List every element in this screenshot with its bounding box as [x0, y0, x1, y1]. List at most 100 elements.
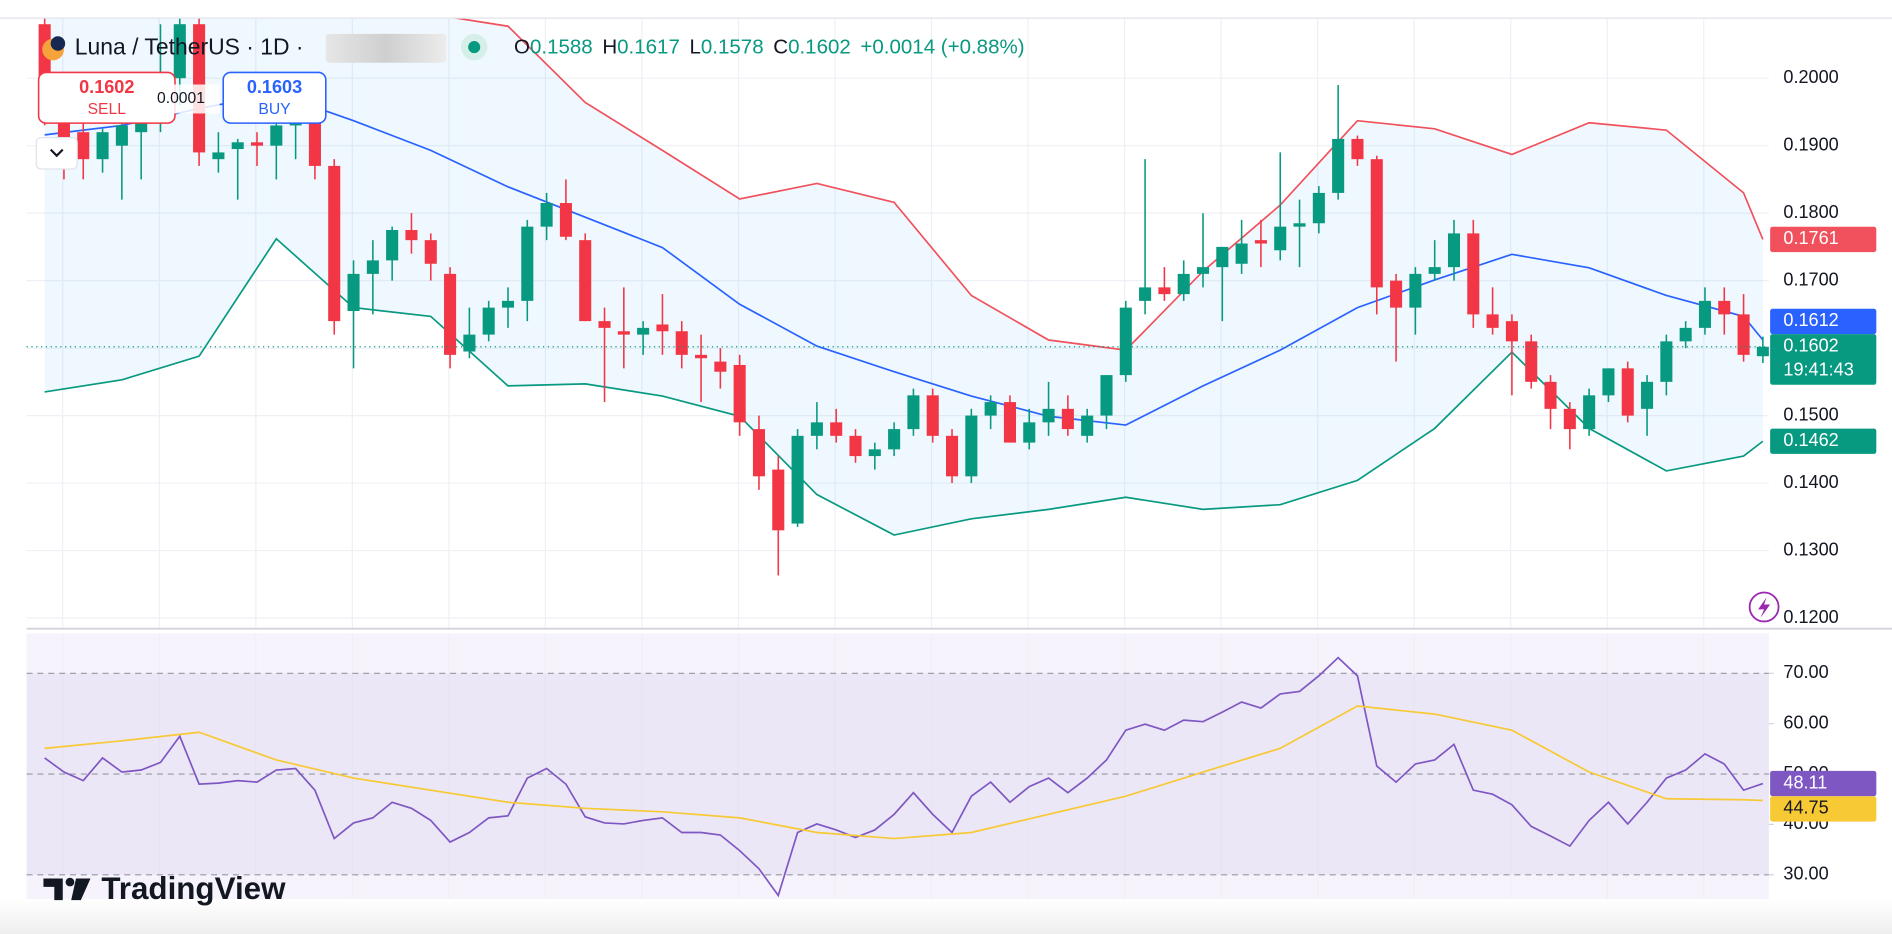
candle-body	[212, 152, 225, 160]
candle-body	[405, 230, 418, 241]
candle-body	[1525, 341, 1538, 382]
logo-mark-slash	[71, 878, 91, 901]
candle-body	[77, 132, 90, 160]
candle-body	[559, 203, 572, 237]
candle-body	[501, 300, 515, 308]
candle-body	[270, 125, 283, 146]
candle-body	[444, 273, 457, 355]
candle-body	[1196, 267, 1210, 274]
candle-body	[1641, 381, 1654, 409]
series-price-tag-bg	[1770, 428, 1877, 454]
candle-body	[1583, 395, 1596, 430]
candle-body	[849, 435, 862, 457]
candle-body	[598, 321, 611, 328]
y-tick-label: 0.1200	[1783, 607, 1838, 627]
sell-label[interactable]: SELL	[88, 101, 127, 118]
buy-label[interactable]: BUY	[258, 101, 291, 118]
candle-body	[1679, 327, 1692, 342]
collapse-button[interactable]	[35, 136, 78, 170]
candle-body	[308, 111, 321, 166]
candle-body	[482, 307, 495, 335]
low-value: 0.1578	[701, 36, 764, 59]
series-line	[44, 92, 1764, 426]
candle-body	[96, 132, 109, 160]
rsi-panel	[26, 656, 1769, 898]
candle-body	[463, 334, 476, 352]
y-tick-label: 0.1300	[1783, 539, 1838, 559]
candle-body	[1332, 138, 1345, 193]
candle-body	[617, 331, 630, 335]
buy-box[interactable]	[222, 71, 327, 124]
series-value-tag: 44.75	[1783, 798, 1828, 818]
candle-body	[752, 429, 766, 477]
rsi-panel-bg	[26, 633, 1769, 899]
y-tick-label: 0.2000	[1783, 67, 1838, 87]
candle-body	[1621, 368, 1634, 416]
change-value: +0.0014 (+0.88%)	[860, 36, 1024, 59]
candle-body	[810, 422, 823, 436]
y-tick-label: 70.00	[1783, 662, 1828, 682]
logo-mark-dot	[65, 877, 75, 887]
y-tick-label: 0.1500	[1783, 404, 1838, 424]
candle-body	[695, 354, 708, 359]
candle-body	[366, 260, 379, 274]
candle-body	[579, 240, 592, 322]
candle-body	[946, 435, 959, 477]
candle-body	[637, 327, 650, 335]
candle-body	[791, 435, 804, 524]
high-value: 0.1617	[617, 36, 680, 59]
close-label: C	[773, 36, 788, 59]
candle-body	[173, 24, 186, 79]
candle-body	[1390, 280, 1403, 308]
candle-body	[1119, 307, 1132, 376]
buy-price[interactable]: 0.1603	[247, 77, 302, 97]
candle-body	[1139, 287, 1152, 301]
series-price-tag-bg	[1770, 308, 1877, 335]
chevron-icon[interactable]	[49, 148, 64, 158]
candle-body	[1254, 240, 1267, 244]
candle-body	[888, 429, 901, 450]
y-tick-label: 0.1800	[1783, 202, 1838, 222]
series-price-tag: 0.1612	[1783, 310, 1838, 330]
series-line	[44, 656, 1764, 898]
candle-body	[1602, 368, 1615, 396]
sell-button[interactable]: 0.1602 SELL	[37, 71, 176, 124]
buy-button[interactable]: 0.1603 BUY	[222, 71, 327, 124]
candle-body	[521, 226, 534, 301]
candle-body	[231, 142, 244, 150]
candle-body	[1216, 246, 1229, 268]
candle-body	[540, 203, 553, 227]
sell-price[interactable]: 0.1602	[79, 77, 134, 97]
logo-text: TradingView	[101, 871, 286, 906]
candle-body	[1370, 159, 1383, 288]
candle-body	[772, 469, 785, 531]
candle-body	[965, 415, 978, 477]
logo-mark	[43, 878, 63, 901]
candle-body	[1158, 287, 1171, 295]
candle-body	[1737, 314, 1750, 355]
series-price-tag: 0.1462	[1783, 430, 1838, 450]
open-label: O	[514, 36, 530, 59]
candle-body	[1718, 300, 1731, 315]
price-panel	[38, 18, 1769, 576]
candle-body	[1660, 341, 1673, 382]
candle-body	[1003, 402, 1016, 443]
candle-body	[1081, 415, 1094, 436]
candle-body	[714, 361, 727, 372]
candle-body	[386, 230, 399, 261]
candle-body	[1486, 314, 1499, 328]
candle-body	[115, 125, 128, 146]
series-price-tag: 0.1761	[1783, 228, 1838, 248]
collapse-box[interactable]	[35, 136, 78, 170]
candle-body	[424, 240, 437, 264]
candle-body	[1563, 408, 1576, 430]
candle-body	[1177, 273, 1190, 295]
last-price-tag-countdown: 19:41:43	[1783, 360, 1853, 380]
last-price-tag: 0.1602	[1783, 336, 1838, 356]
candle-body	[1467, 233, 1480, 315]
symbol-title: Luna / TetherUS · 1D ·	[75, 33, 304, 59]
candle-body	[1505, 321, 1518, 342]
y-tick-label: 60.00	[1783, 712, 1828, 732]
high-label: H	[602, 36, 617, 59]
